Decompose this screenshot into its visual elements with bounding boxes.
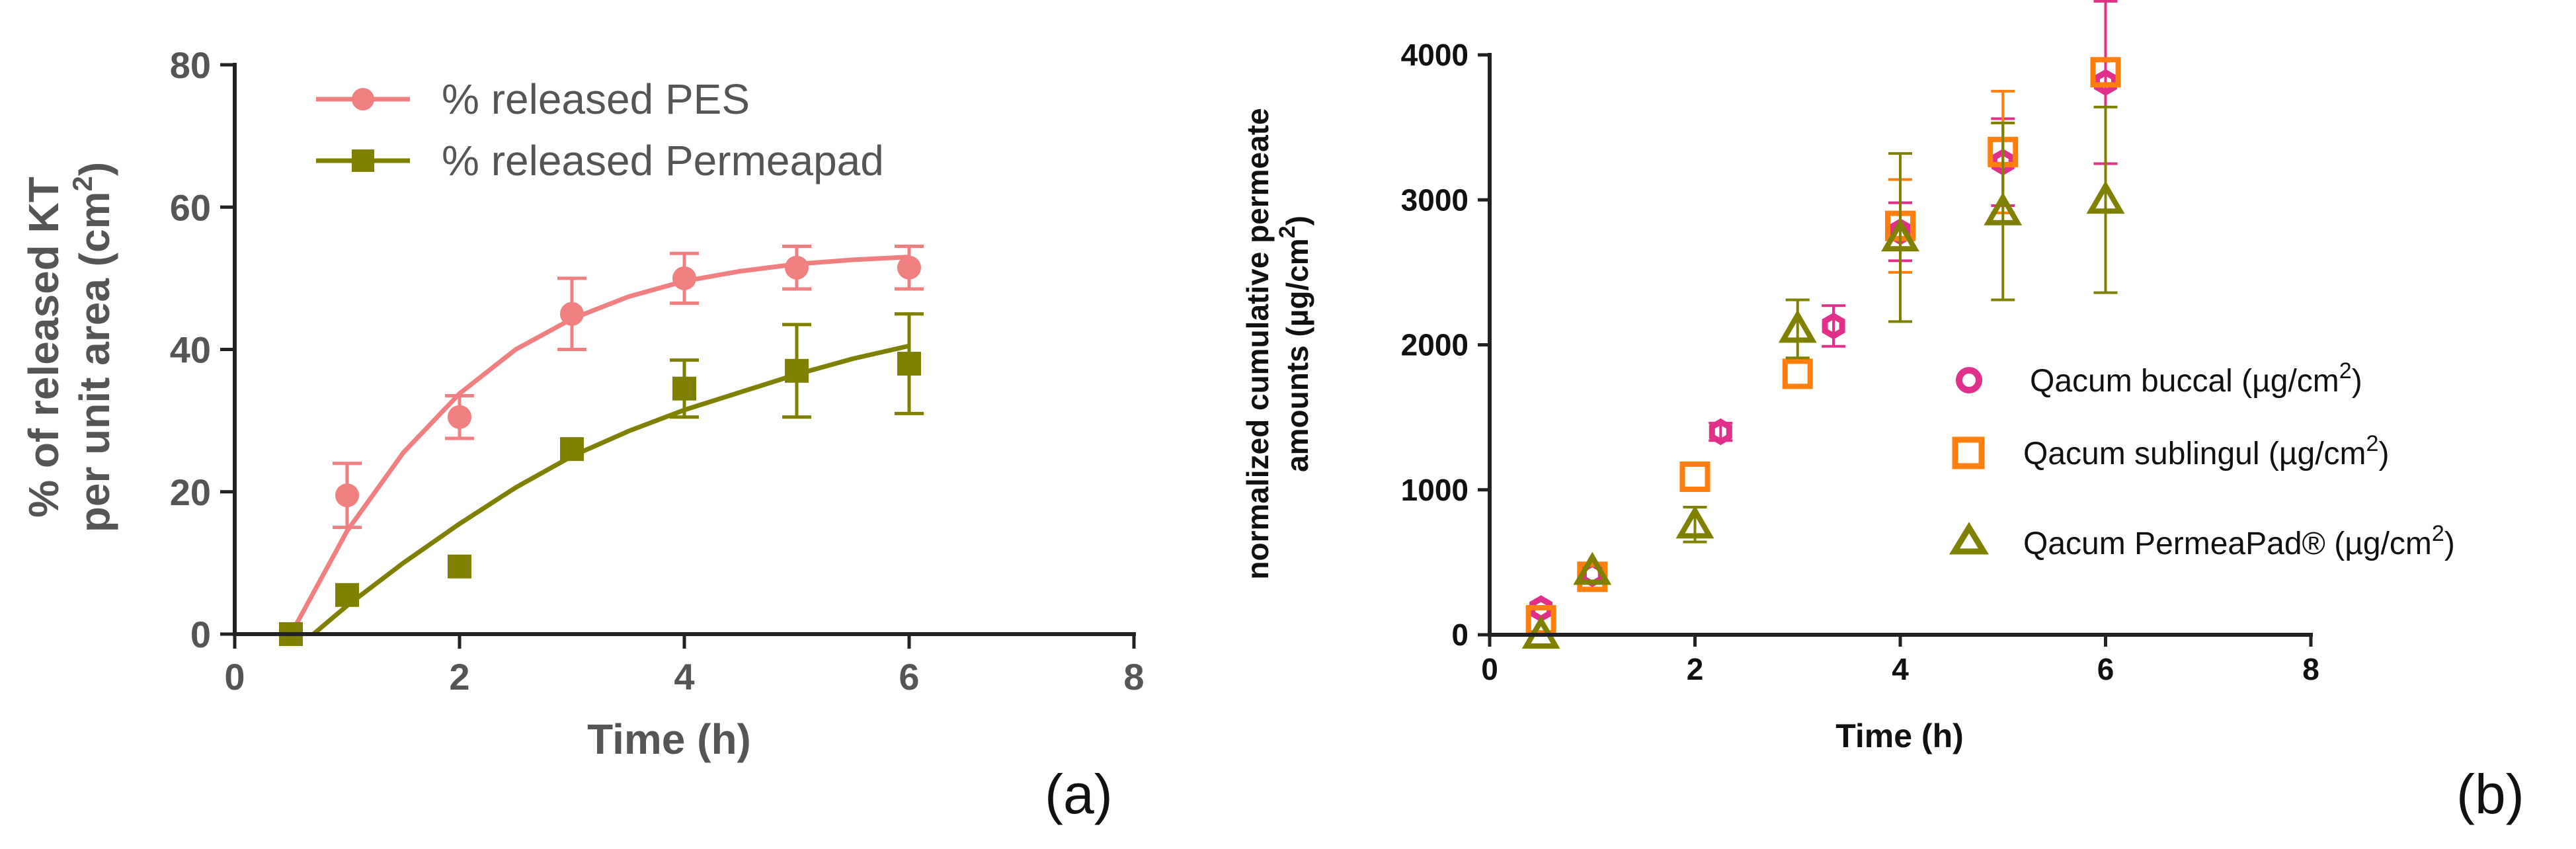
legend-permeapad-b-marker (1949, 522, 1990, 555)
legend-buccal-marker (1956, 367, 1982, 393)
legend-sublingual-marker (1952, 436, 1985, 469)
panel-b-x-tick-label: 0 (1481, 652, 1498, 686)
legend-sublingual-label: Qacum sublingul (µg/cm (2023, 436, 2366, 471)
series-permeapad-point (1881, 218, 1919, 252)
panel-b-y-label-sup: 2 (1275, 225, 1300, 238)
panel-b-y-label-line2: amounts (µg/cm (1280, 238, 1314, 472)
series-permeapad-point (1573, 551, 1612, 585)
panel-b-plot-area (1521, 0, 2125, 649)
legend-permeapad-b-sup: 2 (2432, 521, 2444, 546)
legend-permeapad-b-close: ) (2444, 526, 2455, 561)
panel-a-y-axis-label-line2: per unit area (cm2) (67, 162, 118, 532)
svg-text:per unit area (cm2): per unit area (cm2) (67, 162, 118, 532)
panel-a-y-label-line2: per unit area (cm (71, 191, 118, 532)
legend-pes-label: % released PES (442, 75, 750, 123)
panel-b-x-tick-label: 2 (1687, 652, 1704, 686)
panel-b-y-tick-label: 0 (1451, 618, 1469, 652)
series-permeapad-point (785, 358, 809, 383)
panel-a-y-tick-label: 20 (170, 471, 211, 513)
panel-b-y-label-close: ) (1280, 216, 1314, 225)
series-permeapad-point (560, 437, 584, 462)
series-permeapad-point (1778, 309, 1817, 343)
series-permeapad-point (1675, 505, 1714, 539)
series-permeapad-point (335, 583, 359, 607)
series-permeapad-point (448, 554, 471, 579)
panel-a-y-label-line1: % of released KT (20, 177, 67, 518)
legend-sublingual-sup: 2 (2366, 431, 2379, 456)
svg-text:Qacum buccal (µg/cm2): Qacum buccal (µg/cm2) (2030, 358, 2362, 399)
panel-a-y-tick-label: 40 (170, 329, 211, 371)
panel-a-y-tick-label: 0 (190, 614, 211, 655)
series-sublingual-point (1679, 462, 1711, 493)
panel-b-x-tick-label: 6 (2097, 652, 2114, 686)
panel-b-y-tick-label: 2000 (1401, 328, 1469, 362)
panel-a-y-tick-label: 80 (170, 44, 211, 86)
panel-a-label: (a) (1045, 763, 1113, 825)
series-buccal-point (1709, 418, 1732, 446)
legend-buccal-label: Qacum buccal (µg/cm (2030, 364, 2339, 399)
panel-b-ticks: 0 2 4 6 8 0 1000 2000 3000 4000 (1401, 38, 2319, 686)
panel-a-y-label-close: ) (71, 162, 118, 176)
panel-a-legend: % released PES % released Permeapad (316, 75, 884, 184)
svg-text:amounts (µg/cm2): amounts (µg/cm2) (1275, 216, 1314, 472)
legend-buccal-sup: 2 (2339, 358, 2352, 384)
panel-b: 0 2 4 6 8 0 1000 2000 3000 4000 Time (h) normaliz… (1240, 0, 2524, 825)
legend-buccal-close: ) (2352, 364, 2362, 399)
series-sublingual-point (1782, 358, 1813, 389)
panel-b-y-axis-label: normalized cumulative permeate (1240, 108, 1275, 579)
panel-a-y-label-sup: 2 (67, 176, 98, 191)
series-pes-point (785, 255, 809, 280)
panel-a-x-tick-label: 8 (1123, 656, 1144, 698)
legend-pes-marker (352, 88, 374, 110)
panel-b-x-axis-label: Time (h) (1835, 717, 1964, 754)
series-permeapad-fit-line (311, 343, 910, 636)
svg-text:Qacum sublingul (µg/cm2): Qacum sublingul (µg/cm2) (2023, 431, 2389, 471)
panel-b-y-tick-label: 1000 (1401, 473, 1469, 507)
panel-b-x-tick-label: 8 (2302, 652, 2319, 686)
series-pes-point (560, 302, 584, 326)
series-pes-point (335, 483, 359, 508)
panel-a-x-tick-label: 0 (224, 656, 245, 698)
svg-text:Qacum PermeaPad® (µg/cm2): Qacum PermeaPad® (µg/cm2) (2023, 521, 2455, 561)
panel-a-y-axis-label: % of released KT (20, 177, 67, 518)
series-pes-point (897, 255, 921, 280)
legend-permeapad-marker (352, 149, 374, 172)
series-permeapad-point (897, 352, 921, 376)
legend-permeapad-b-label: Qacum PermeaPad® (µg/cm (2023, 526, 2432, 561)
panel-b-label: (b) (2456, 763, 2524, 825)
series-buccal-point (1822, 312, 1845, 340)
series-permeapad-point (2086, 181, 2125, 214)
panel-a-plot-area (279, 244, 924, 646)
series-buccal-point (2094, 69, 2117, 96)
legend-permeapad-label: % released Permeapad (442, 137, 884, 184)
legend-sublingual-close: ) (2378, 436, 2389, 471)
panel-b-x-tick-label: 4 (1892, 652, 1909, 686)
panel-a-x-tick-label: 4 (674, 656, 694, 698)
panel-b-y-label-line1: normalized cumulative permeate (1240, 108, 1275, 579)
series-permeapad-point (1984, 192, 2023, 225)
panel-a-x-tick-label: 2 (449, 656, 469, 698)
panel-b-y-tick-label: 3000 (1401, 182, 1469, 217)
panel-b-y-axis-label-line2: amounts (µg/cm2) (1275, 216, 1314, 472)
panel-a-x-axis-label: Time (h) (587, 715, 751, 763)
series-pes-point (448, 405, 471, 429)
panel-a-y-tick-label: 60 (170, 186, 211, 228)
panel-b-y-tick-label: 4000 (1401, 38, 1469, 72)
series-pes-point (672, 266, 696, 290)
series-permeapad-point (672, 376, 696, 401)
panel-b-legend: Qacum buccal (µg/cm2) Qacum sublingul (µ… (1949, 358, 2455, 561)
panel-a-x-tick-label: 6 (899, 656, 919, 698)
series-sublingual-point (2090, 57, 2121, 88)
